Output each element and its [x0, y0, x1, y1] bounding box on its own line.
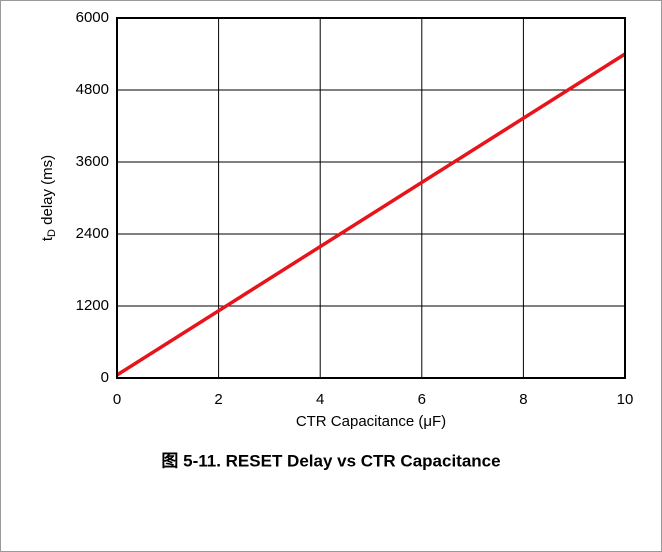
x-tick-label: 0: [113, 391, 121, 408]
y-tick-label: 1200: [76, 297, 109, 314]
y-tick-label: 6000: [76, 9, 109, 26]
y-tick-label: 2400: [76, 225, 109, 242]
y-tick-label: 3600: [76, 153, 109, 170]
x-tick-label: 2: [214, 391, 222, 408]
plot: [116, 52, 626, 377]
x-tick-label: 8: [519, 391, 527, 408]
x-tick-label: 4: [316, 391, 324, 408]
x-tick-label: 10: [617, 391, 634, 408]
y-label-main: t: [39, 236, 56, 241]
y-axis-label: tD delay (ms): [39, 155, 58, 241]
y-label-sub: D: [46, 229, 58, 237]
x-axis-label: CTR Capacitance (μF): [296, 413, 446, 430]
series-line: [116, 52, 626, 377]
plot-border: [116, 17, 626, 379]
caption: 图 5-11. RESET Delay vs CTR Capacitance: [161, 451, 500, 470]
y-tick-label: 0: [101, 369, 109, 386]
y-label-rest: delay (ms): [39, 155, 56, 229]
x-tick-label: 6: [418, 391, 426, 408]
y-tick-label: 4800: [76, 81, 109, 98]
